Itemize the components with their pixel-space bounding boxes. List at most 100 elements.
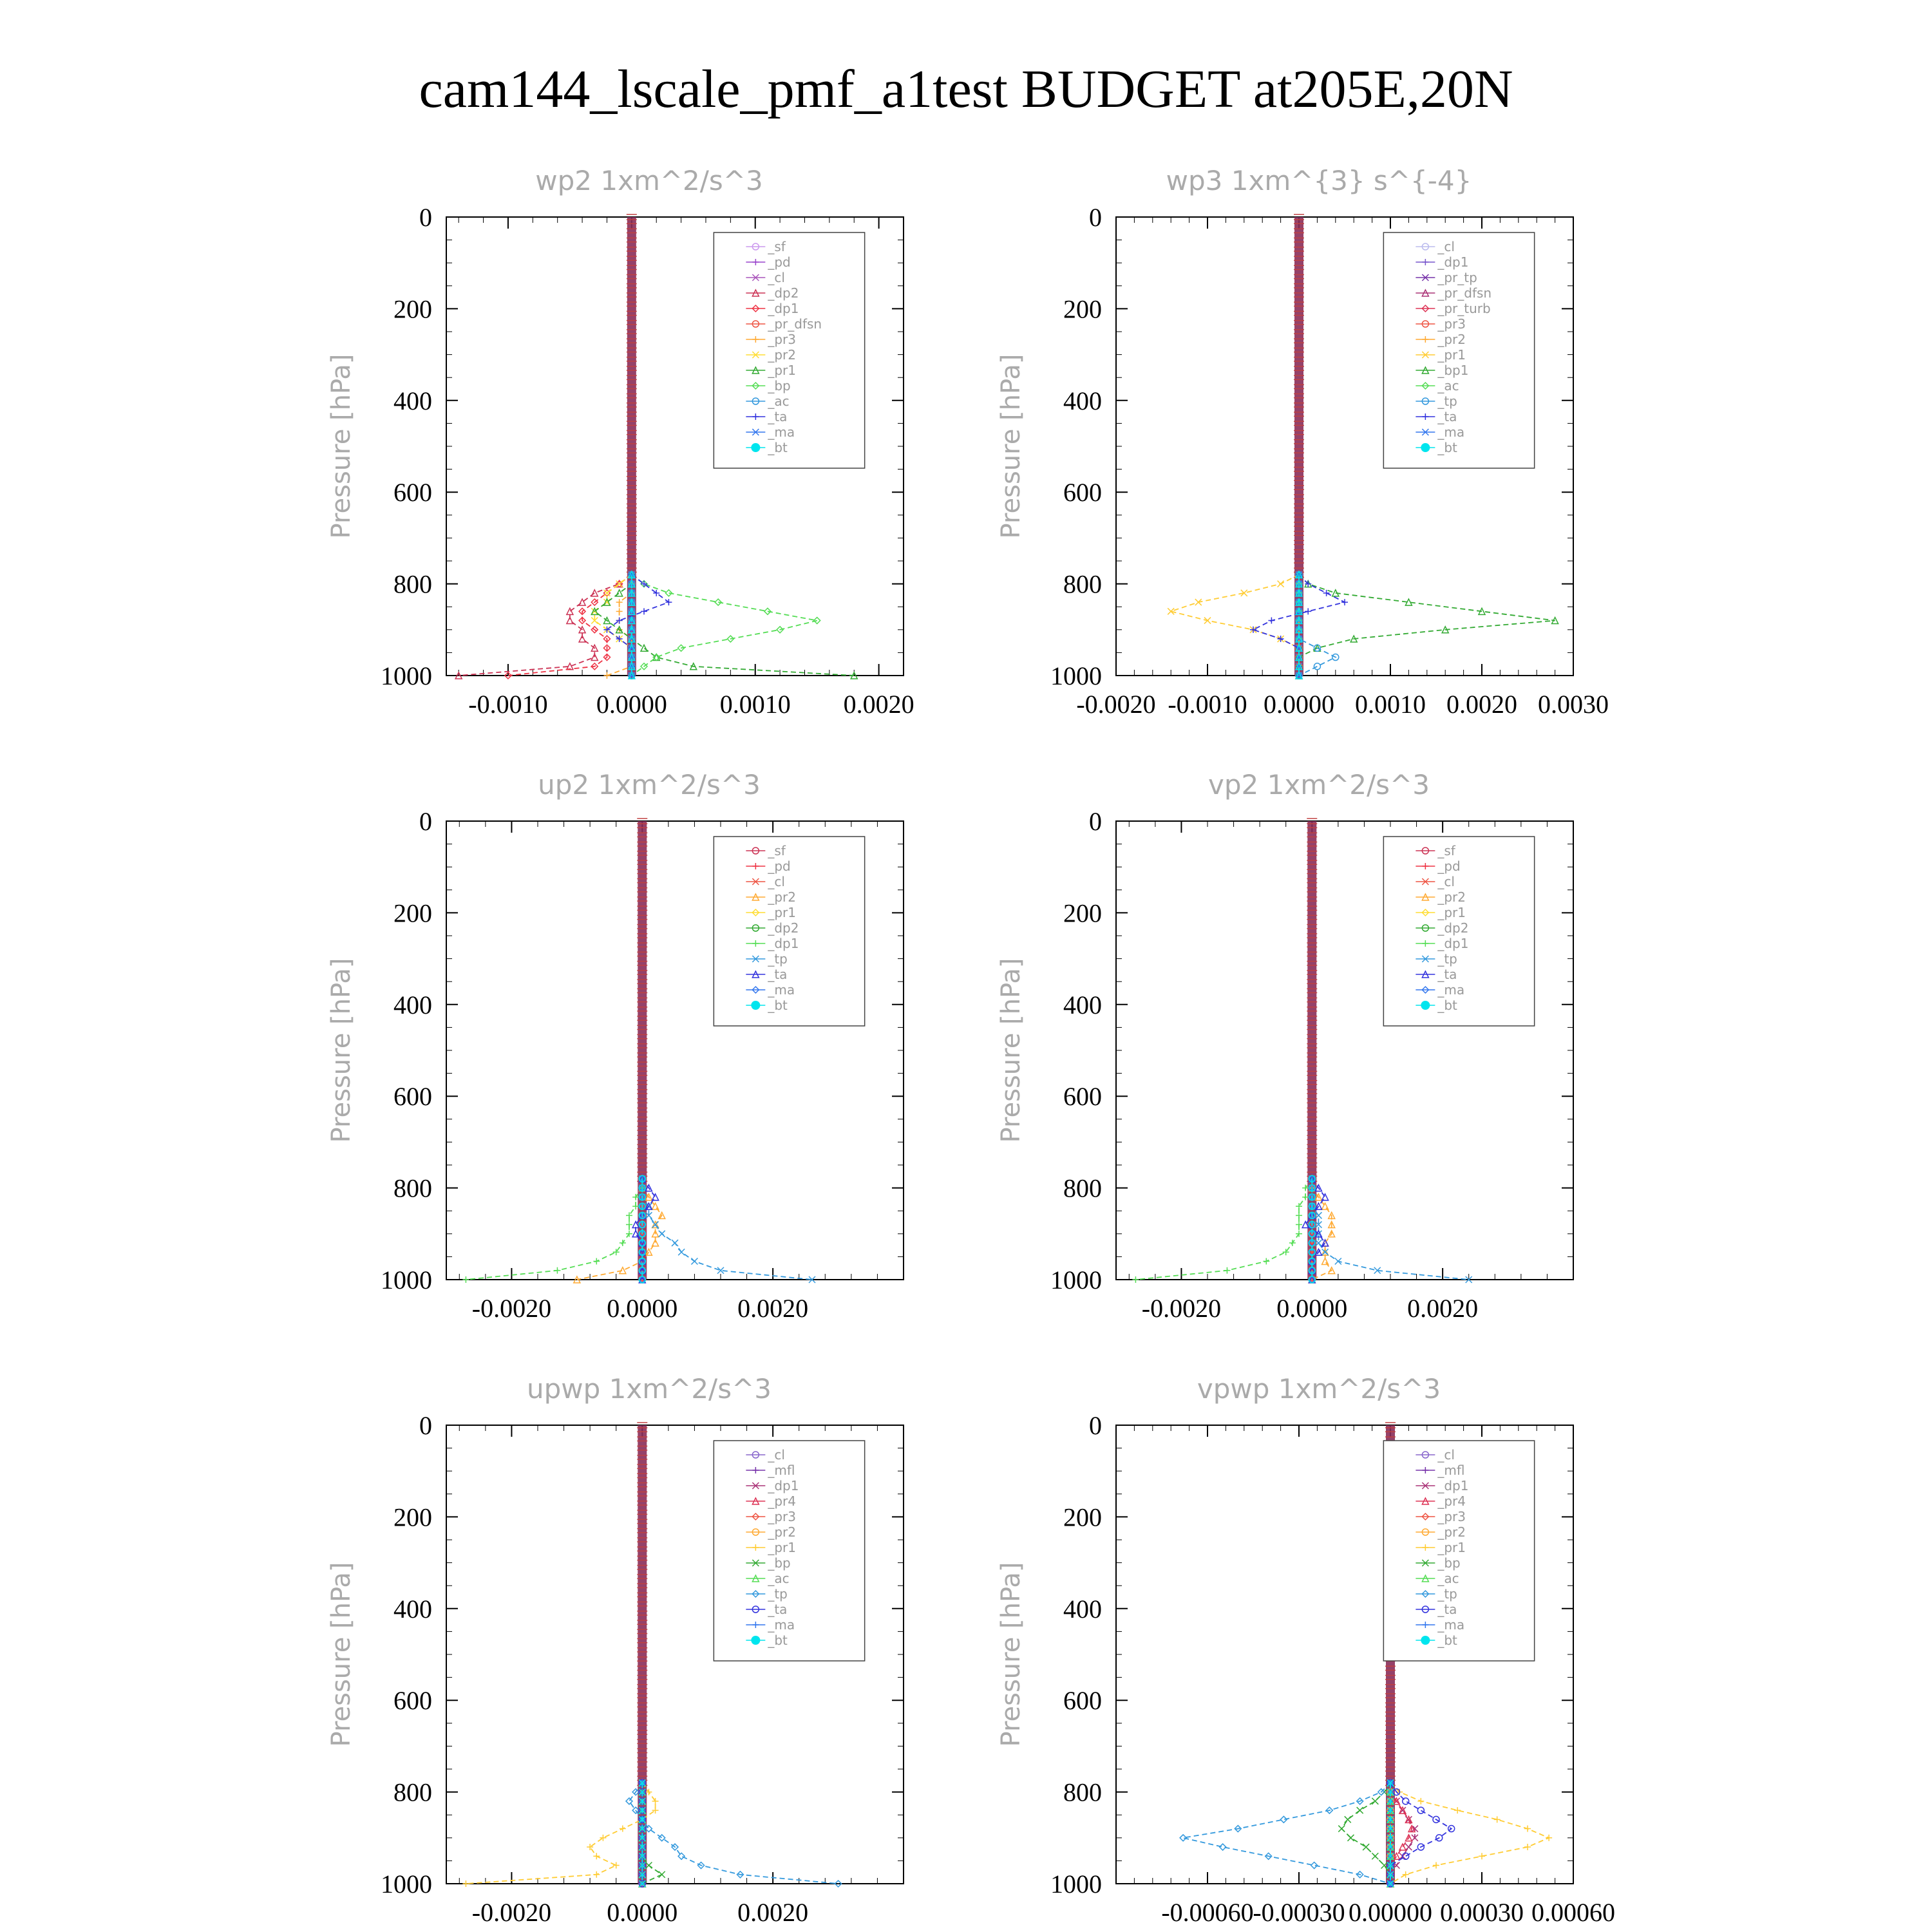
legend-label: _pr2 bbox=[767, 889, 796, 905]
series-point bbox=[1308, 1184, 1316, 1192]
legend-marker bbox=[1422, 413, 1429, 420]
series-point bbox=[1387, 1815, 1394, 1824]
series-point bbox=[1295, 653, 1303, 661]
series-point bbox=[638, 1852, 646, 1860]
series-point bbox=[1295, 571, 1303, 579]
zero-profile-marker bbox=[1385, 1449, 1396, 1456]
series-point bbox=[615, 579, 623, 588]
series-point bbox=[1386, 1861, 1395, 1870]
series-point bbox=[638, 1238, 647, 1247]
y-tick-label: 600 bbox=[393, 1082, 432, 1111]
legend-label: _ma bbox=[767, 1617, 795, 1633]
series-point bbox=[1295, 616, 1303, 625]
zero-profile-marker bbox=[1307, 1010, 1318, 1017]
series-point bbox=[1308, 1220, 1316, 1229]
series-point bbox=[639, 1203, 646, 1210]
zero-profile-marker bbox=[1307, 1001, 1318, 1008]
series-point bbox=[1295, 607, 1303, 616]
zero-profile-marker bbox=[1294, 424, 1304, 431]
series-point bbox=[632, 1193, 639, 1200]
series-point bbox=[1308, 1267, 1316, 1274]
series-ma bbox=[638, 1175, 647, 1284]
zero-profile-marker bbox=[637, 1449, 648, 1456]
series-point bbox=[1296, 589, 1302, 596]
zero-profile-marker bbox=[626, 287, 637, 294]
series-point bbox=[638, 1842, 647, 1851]
series-point bbox=[1295, 635, 1303, 643]
zero-profile-marker bbox=[1385, 1669, 1396, 1676]
series-line bbox=[507, 574, 632, 676]
legend-label: _tp bbox=[767, 951, 788, 967]
series-point bbox=[638, 1184, 646, 1192]
series-point bbox=[1308, 1275, 1316, 1284]
legend-marker bbox=[1421, 320, 1430, 328]
legend-marker bbox=[752, 289, 760, 297]
series-point bbox=[591, 662, 599, 670]
series-dp1 bbox=[638, 1779, 646, 1888]
series-point bbox=[628, 589, 636, 597]
series-point bbox=[638, 1842, 647, 1852]
series-point bbox=[1308, 1211, 1316, 1220]
zero-profile-marker bbox=[637, 1056, 648, 1063]
zero-profile-marker bbox=[637, 1121, 648, 1127]
series-point bbox=[639, 1871, 646, 1878]
series-point bbox=[652, 653, 661, 661]
legend-marker bbox=[752, 893, 760, 901]
series-point bbox=[1296, 663, 1302, 670]
series-point bbox=[1204, 617, 1211, 625]
series-point bbox=[1387, 1861, 1394, 1870]
series-point bbox=[1309, 1267, 1316, 1274]
series-point bbox=[1308, 1175, 1316, 1183]
series-point bbox=[1387, 1852, 1394, 1861]
series-point bbox=[638, 1797, 647, 1805]
series-ac bbox=[638, 1778, 647, 1888]
zero-profile-marker bbox=[1307, 1148, 1318, 1155]
series-point bbox=[628, 654, 635, 661]
plot-frame bbox=[446, 216, 904, 676]
zero-profile-marker bbox=[637, 1028, 648, 1036]
series-dp2 bbox=[638, 1175, 647, 1283]
series-point bbox=[638, 1824, 647, 1833]
series-point bbox=[628, 580, 636, 588]
series-point bbox=[1401, 1852, 1410, 1861]
series-point bbox=[1295, 626, 1303, 634]
zero-profile-marker bbox=[637, 1477, 648, 1484]
series-point bbox=[1308, 1175, 1316, 1182]
series-point bbox=[638, 1211, 647, 1220]
series-point bbox=[638, 1193, 647, 1201]
series-point bbox=[1386, 1797, 1395, 1805]
series-point bbox=[603, 616, 611, 625]
series-point bbox=[554, 1267, 561, 1274]
series-point bbox=[645, 1211, 652, 1219]
series-point bbox=[628, 589, 636, 597]
legend-marker bbox=[1421, 381, 1430, 390]
series-point bbox=[1524, 1844, 1531, 1851]
series-point bbox=[638, 1175, 646, 1182]
series-line bbox=[1168, 574, 1300, 676]
legend-label: _pr2 bbox=[1437, 332, 1466, 347]
zero-profile-marker bbox=[626, 324, 637, 330]
legend-label: _bp bbox=[1437, 1555, 1460, 1571]
zero-profile-marker bbox=[1385, 1513, 1396, 1520]
series-point bbox=[1387, 1779, 1394, 1787]
series-point bbox=[638, 1257, 647, 1265]
series-point bbox=[628, 653, 636, 661]
series-point bbox=[638, 1861, 647, 1870]
series-point bbox=[1308, 1266, 1316, 1274]
legend-label: _pr1 bbox=[767, 905, 796, 920]
zero-profile-marker bbox=[1307, 1038, 1318, 1045]
series-point bbox=[1327, 1266, 1336, 1274]
series-point bbox=[1263, 1258, 1270, 1265]
series-point bbox=[638, 1824, 647, 1833]
zero-profile-marker bbox=[1307, 992, 1318, 999]
legend-marker bbox=[1421, 274, 1429, 281]
series-point bbox=[638, 1843, 646, 1851]
zero-profile-marker bbox=[637, 891, 648, 898]
series-point bbox=[638, 1193, 646, 1201]
zero-profile-marker bbox=[1385, 1715, 1396, 1722]
zero-profile-marker bbox=[637, 1065, 648, 1072]
series-point bbox=[1387, 1816, 1394, 1823]
series-point bbox=[1313, 643, 1321, 652]
zero-profile-marker bbox=[1294, 269, 1304, 276]
